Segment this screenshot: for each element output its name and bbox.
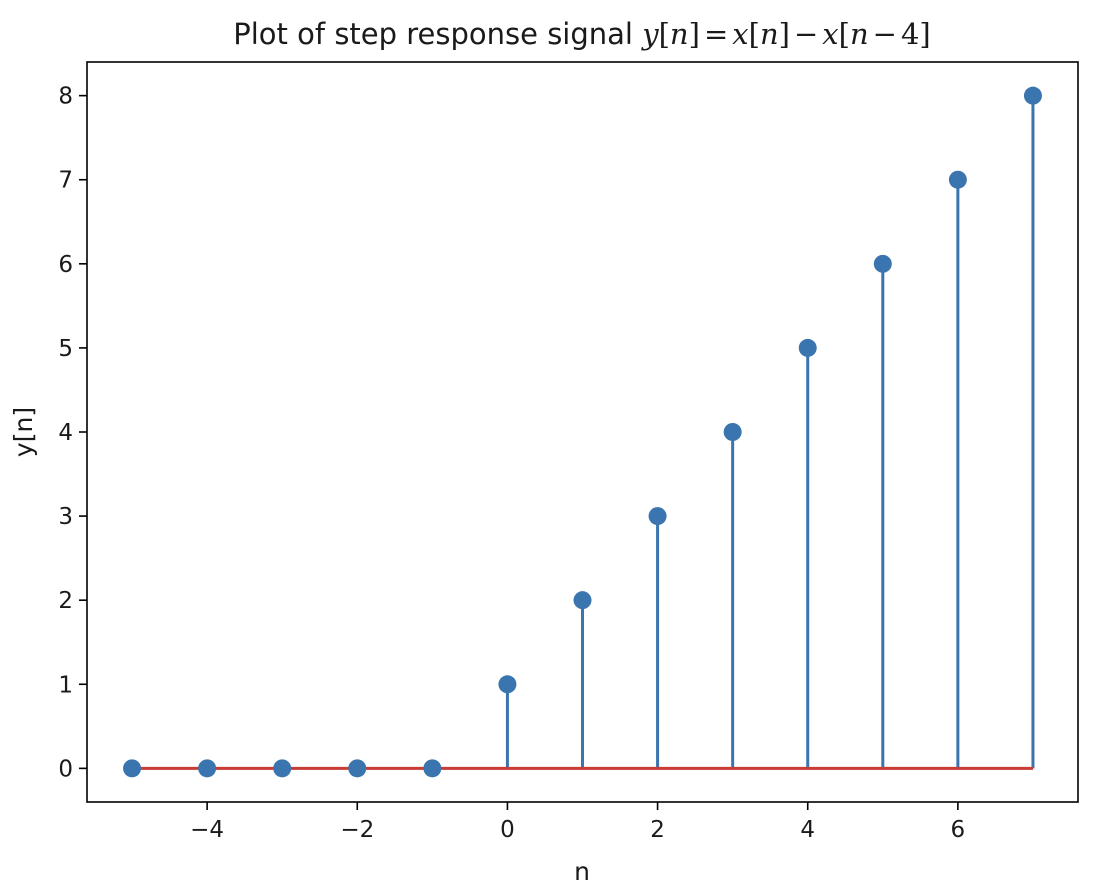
y-axis-label: y[n]	[9, 407, 38, 457]
x-tick-label: 0	[500, 817, 515, 843]
y-tick-label: 2	[58, 588, 73, 614]
stem-marker	[423, 759, 442, 778]
x-tick-label: 6	[951, 817, 966, 843]
x-tick-label: −2	[340, 817, 374, 843]
y-tick-label: 0	[58, 756, 73, 782]
stem-marker	[723, 423, 742, 441]
y-tick-label: 1	[58, 672, 73, 698]
y-tick-label: 5	[58, 336, 73, 362]
stem-marker	[648, 507, 667, 526]
chart-title: Plot of step response signal y[n] = x[n] − x…	[233, 17, 930, 51]
x-axis-label: n	[574, 857, 590, 886]
plot-area	[123, 86, 1042, 778]
stem-marker	[948, 170, 967, 189]
stem-marker	[498, 675, 517, 694]
y-tick-label: 6	[58, 252, 73, 278]
stem-marker	[798, 338, 817, 357]
y-tick-label: 4	[58, 420, 73, 446]
stem-marker	[573, 591, 592, 610]
stem-marker	[348, 759, 367, 778]
y-tick-label: 8	[58, 84, 73, 110]
y-tick-label: 7	[58, 168, 73, 194]
stem-marker	[198, 759, 217, 778]
x-axis-ticks: −4 −2 0 2 4 6	[190, 802, 965, 843]
stem-marker	[273, 759, 292, 778]
stem-marker	[1023, 86, 1042, 105]
x-tick-label: 2	[650, 817, 665, 843]
axes-frame	[86, 61, 1079, 803]
y-axis-ticks: 0 1 2 3 4 5 6 7 8	[58, 84, 87, 782]
stem-marker	[123, 759, 142, 778]
x-tick-label: −4	[190, 817, 224, 843]
y-tick-label: 3	[58, 504, 73, 530]
stem-marker	[873, 254, 892, 273]
x-tick-label: 4	[800, 817, 815, 843]
